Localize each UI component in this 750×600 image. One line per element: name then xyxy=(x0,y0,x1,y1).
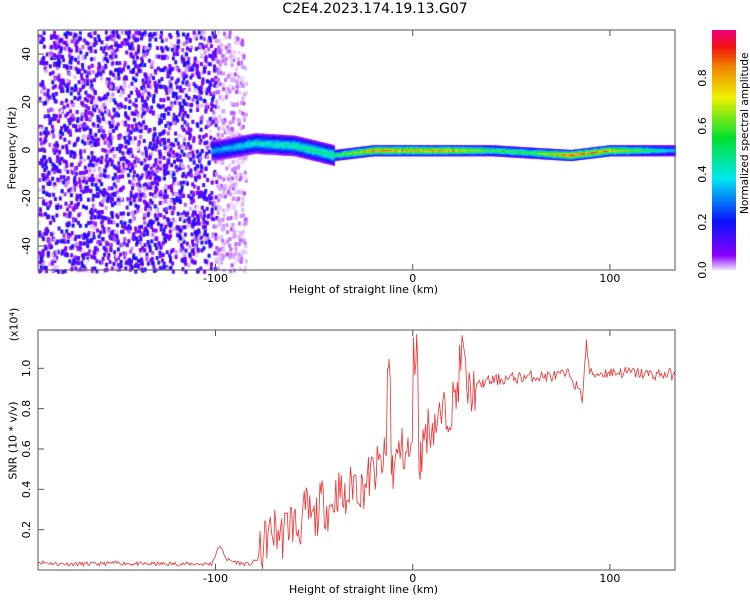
x-tick-label: -100 xyxy=(203,572,228,585)
chart-title: C2E4.2023.174.19.13.G07 xyxy=(282,1,468,17)
colorbar-tick-label: 0.4 xyxy=(696,165,709,183)
y-tick-label: -40 xyxy=(20,237,33,255)
snr-line xyxy=(37,334,676,569)
colorbar-tick-label: 0.2 xyxy=(696,213,709,231)
colorbar-label: Normalized spectral amplitude xyxy=(739,52,750,214)
top-plot-frame xyxy=(37,29,676,271)
x-tick-label: 0 xyxy=(409,272,416,285)
colorbar-tick-label: 0.6 xyxy=(696,117,709,135)
y-tick-label: 0.2 xyxy=(20,521,33,539)
y-tick-label: 0.6 xyxy=(20,440,33,458)
colorbar xyxy=(712,30,736,270)
x-tick-label: -100 xyxy=(203,272,228,285)
y-tick-label: -20 xyxy=(20,189,33,207)
bottom-yscale: (x10⁴) xyxy=(7,307,21,342)
x-tick-label: 100 xyxy=(599,572,620,585)
y-tick-label: 0 xyxy=(20,147,33,154)
bottom-plot-frame xyxy=(37,329,676,571)
x-tick-label: 100 xyxy=(599,272,620,285)
colorbar-tick-label: 0.8 xyxy=(696,69,709,87)
top-ylabel: Frequency (Hz) xyxy=(5,106,19,190)
y-tick-label: 0.4 xyxy=(20,481,33,499)
top-xlabel: Height of straight line (km) xyxy=(289,283,439,296)
x-tick-label: 0 xyxy=(409,572,416,585)
y-tick-label: 40 xyxy=(20,47,33,61)
bottom-xlabel: Height of straight line (km) xyxy=(289,583,439,596)
bottom-ylabel: SNR (10 * v/v) xyxy=(6,401,20,480)
colorbar-tick-label: 0.0 xyxy=(696,261,709,279)
y-tick-label: 0.8 xyxy=(20,400,33,418)
y-tick-label: 1.0 xyxy=(20,360,33,378)
y-tick-label: 20 xyxy=(20,95,33,109)
